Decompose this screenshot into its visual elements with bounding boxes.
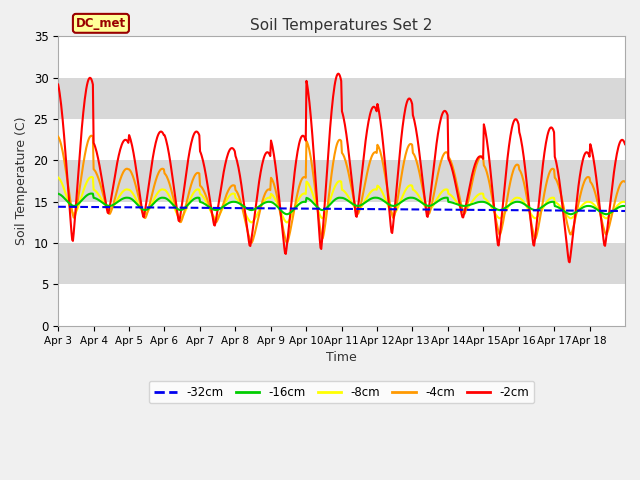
Bar: [58, 78, 625, 119]
Bar: [58, 243, 625, 285]
Bar: [58, 285, 625, 326]
Bar: [58, 119, 625, 160]
Bar: [58, 202, 625, 243]
Bar: [58, 160, 625, 202]
Bar: [58, 36, 625, 78]
Title: Soil Temperatures Set 2: Soil Temperatures Set 2: [250, 17, 433, 33]
Text: DC_met: DC_met: [76, 17, 126, 30]
X-axis label: Time: Time: [326, 351, 357, 364]
Y-axis label: Soil Temperature (C): Soil Temperature (C): [15, 117, 28, 245]
Legend: -32cm, -16cm, -8cm, -4cm, -2cm: -32cm, -16cm, -8cm, -4cm, -2cm: [149, 381, 534, 403]
